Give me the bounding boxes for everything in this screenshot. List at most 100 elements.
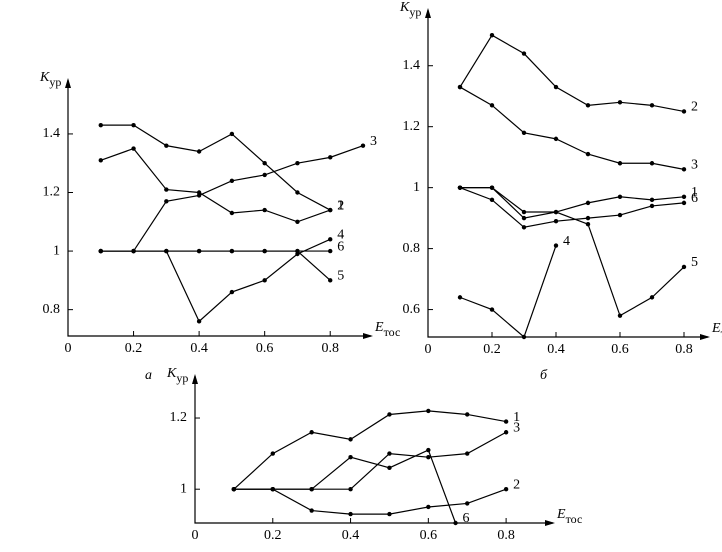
data-point <box>196 193 202 198</box>
data-point <box>617 212 623 218</box>
data-point <box>309 508 314 513</box>
x-tick-label: 0.2 <box>125 341 143 356</box>
data-point <box>553 84 559 90</box>
y-axis-label-main: K <box>166 366 177 381</box>
series-line <box>459 34 685 113</box>
data-point <box>328 155 333 160</box>
data-point <box>387 511 392 517</box>
data-point <box>521 51 527 56</box>
data-point <box>649 203 655 209</box>
series-line <box>100 147 331 223</box>
arrow <box>700 334 710 340</box>
data-point <box>229 210 235 216</box>
y-tick-label: 1.4 <box>403 58 421 73</box>
data-point <box>553 243 559 248</box>
data-point <box>164 248 169 254</box>
y-axis-label: Kур <box>166 366 188 385</box>
x-axis-label-sub: тос <box>384 325 401 339</box>
series-label: 6 <box>337 239 344 254</box>
x-axis-label: Eтос <box>556 507 582 526</box>
data-point <box>426 408 431 414</box>
arrow <box>545 520 555 526</box>
data-point <box>270 451 275 456</box>
data-point <box>649 197 655 203</box>
data-point <box>453 520 458 526</box>
series-label: 4 <box>337 228 344 243</box>
y-tick-label: 1 <box>413 180 420 195</box>
series-line <box>459 187 685 228</box>
data-point <box>649 295 655 300</box>
y-tick-label: 1.2 <box>43 185 61 200</box>
data-point <box>457 185 463 190</box>
data-point <box>98 248 103 254</box>
x-tick-label: 0.2 <box>483 342 501 357</box>
data-point <box>229 178 235 183</box>
series-label: 3 <box>691 158 698 173</box>
y-axis-label-sub: ур <box>49 75 61 89</box>
y-axis-label-sub: ур <box>176 371 188 385</box>
data-point <box>521 334 527 340</box>
data-point <box>196 319 202 324</box>
data-point <box>617 161 623 166</box>
x-tick-label: 0.2 <box>264 528 282 543</box>
data-point <box>270 486 275 492</box>
data-point <box>164 199 169 204</box>
series-label: 2 <box>513 477 520 492</box>
data-point <box>489 197 495 203</box>
data-point <box>503 430 509 435</box>
data-point <box>328 248 333 254</box>
y-tick-label: 1.4 <box>43 126 61 141</box>
data-point <box>262 161 267 166</box>
data-point <box>503 419 509 424</box>
y-axis-label: Kур <box>39 70 61 89</box>
data-point <box>164 143 169 148</box>
data-point <box>131 248 136 254</box>
data-point <box>295 190 300 195</box>
x-axis-label-sub: тос <box>566 512 583 526</box>
axes <box>194 376 553 524</box>
data-point <box>229 248 235 254</box>
series-line <box>460 187 685 213</box>
x-tick-label: 0.8 <box>675 342 693 357</box>
y-axis-label-main: K <box>39 70 50 85</box>
data-point <box>426 454 431 460</box>
data-point <box>457 295 463 300</box>
x-tick-label: 0.8 <box>321 341 339 356</box>
arrow <box>425 8 431 18</box>
data-point <box>328 207 333 213</box>
data-point <box>295 161 300 166</box>
data-point <box>98 158 103 163</box>
data-point <box>328 237 333 242</box>
series-label: 2 <box>691 100 698 115</box>
x-tick-label: 0.6 <box>611 342 629 357</box>
series-label: 6 <box>463 511 470 526</box>
data-point <box>231 486 237 492</box>
series-line <box>233 410 507 490</box>
data-point <box>229 131 235 137</box>
data-point <box>681 194 687 199</box>
series-line <box>100 124 331 211</box>
data-point <box>98 122 103 128</box>
data-point <box>131 122 136 128</box>
x-tick-label: 0.8 <box>497 528 515 543</box>
data-point <box>262 172 267 178</box>
arrow <box>192 374 198 384</box>
x-tick-label: 0.4 <box>547 342 565 357</box>
data-point <box>553 209 559 215</box>
data-point <box>521 130 527 135</box>
series-label: 2 <box>337 198 344 213</box>
data-point <box>348 454 353 460</box>
data-point <box>681 264 687 270</box>
series-label: 1 <box>337 198 344 213</box>
data-point <box>553 136 559 142</box>
data-point <box>387 412 392 417</box>
arrow <box>65 78 71 88</box>
data-point <box>521 215 527 221</box>
x-axis-label: Eтос <box>374 320 400 339</box>
chart-label: б <box>540 368 548 383</box>
data-point <box>348 511 353 517</box>
series-line <box>460 187 685 317</box>
series-line <box>233 431 507 490</box>
data-point <box>360 143 366 148</box>
